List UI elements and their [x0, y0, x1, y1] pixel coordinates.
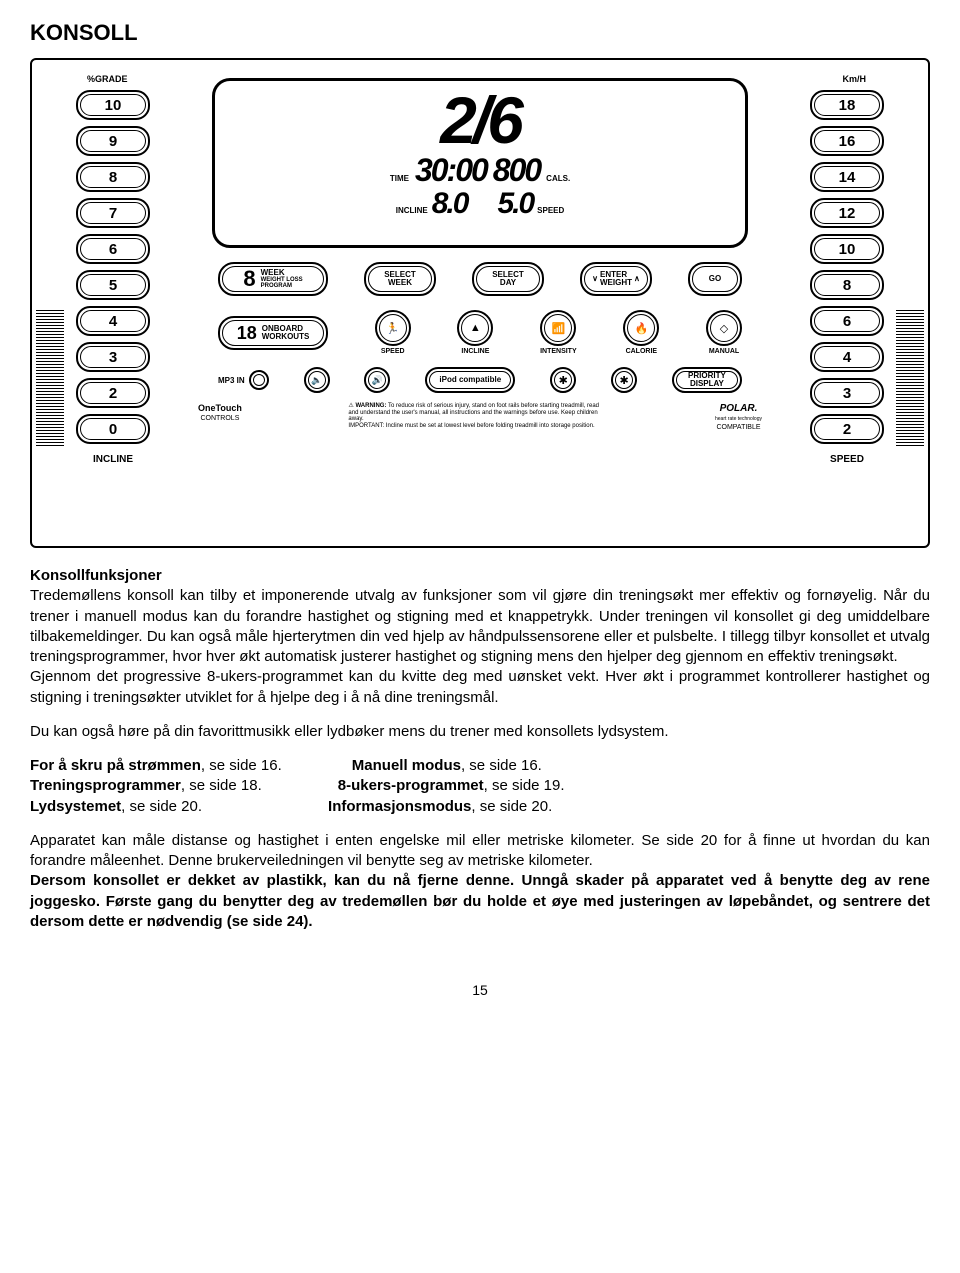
incline-sub: INCLINE: [461, 348, 489, 355]
priority-display-btn[interactable]: PRIORITYDISPLAY: [672, 367, 742, 393]
cal-value: 800: [493, 152, 540, 189]
para2: Du kan også høre på din favorittmusikk e…: [30, 722, 930, 742]
page-title: KONSOLL: [30, 20, 930, 46]
enter-weight-btn[interactable]: ∨ENTERWEIGHT∧: [580, 262, 652, 296]
page-number: 15: [30, 982, 930, 998]
kmh-label: Km/H: [842, 74, 866, 84]
time-label: TIME: [390, 174, 409, 183]
speed-btn[interactable]: 12: [810, 198, 884, 228]
incline-btn[interactable]: 0: [76, 414, 150, 444]
speaker-left: [36, 310, 64, 446]
select-week-btn[interactable]: SELECTWEEK: [364, 262, 436, 296]
incline-btn[interactable]: 4: [76, 306, 150, 336]
fan-high-btn[interactable]: ✱: [611, 367, 637, 393]
body-text: Konsollfunksjoner Tredemøllens konsoll k…: [30, 566, 930, 932]
incline-buttons: 10 9 8 7 6 5 4 3 2 0 INCLINE: [76, 90, 150, 465]
incline-btn[interactable]: 2: [76, 378, 150, 408]
incline-btn[interactable]: 9: [76, 126, 150, 156]
console-diagram: %GRADE 10 9 8 7 6 5 4 3 2 0 INCLINE Km/H…: [30, 58, 930, 548]
display-big: 2/6: [233, 91, 727, 150]
intensity-mode-btn[interactable]: 📶: [540, 310, 576, 346]
speed-footer: SPEED: [810, 454, 884, 465]
week-program-btn[interactable]: 8WEEKWEIGHT LOSSPROGRAM: [218, 262, 328, 296]
subheading: Konsollfunksjoner: [30, 567, 162, 584]
go-btn[interactable]: GO: [688, 262, 742, 296]
speed-btn[interactable]: 10: [810, 234, 884, 264]
incline-btn[interactable]: 5: [76, 270, 150, 300]
para3: Apparatet kan måle distanse og hastighet…: [30, 832, 930, 869]
speaker-right: [896, 310, 924, 446]
speed-btn[interactable]: 6: [810, 306, 884, 336]
speed-btn[interactable]: 16: [810, 126, 884, 156]
speed-btn[interactable]: 14: [810, 162, 884, 192]
incline-footer: INCLINE: [76, 454, 150, 465]
para1: Tredemøllens konsoll kan tilby et impone…: [30, 587, 930, 665]
warning-text: ⚠ WARNING: To reduce risk of serious inj…: [348, 403, 608, 429]
bottom-info-row: OneTouchCONTROLS ⚠ WARNING: To reduce ri…: [198, 403, 762, 431]
center-panel: 2/6 TIME 30:00 800 CALS. INCLINE 8.0 5.0 S…: [192, 78, 768, 534]
manual-mode-btn[interactable]: ◇: [706, 310, 742, 346]
speed-sub: SPEED: [381, 348, 405, 355]
speed-btn[interactable]: 4: [810, 342, 884, 372]
speed-buttons: 18 16 14 12 10 8 6 4 3 2 SPEED: [810, 90, 884, 465]
ipod-label: iPod compatible: [425, 367, 515, 393]
incline-btn[interactable]: 3: [76, 342, 150, 372]
incline-mode-btn[interactable]: ▲: [457, 310, 493, 346]
speed-btn[interactable]: 3: [810, 378, 884, 408]
incl-value: 8.0: [432, 187, 468, 221]
incl-label: INCLINE: [396, 206, 428, 215]
vol-down-btn[interactable]: 🔈: [304, 367, 330, 393]
mp3-jack[interactable]: [249, 370, 269, 390]
para1b: Gjennom det progressive 8-ukers-programm…: [30, 668, 930, 705]
references: For å skru på strømmen, se side 16.Manue…: [30, 756, 930, 817]
program-row-2: 18ONBOARDWORKOUTS 🏃 SPEED ▲ INCLINE 📶 INTEN…: [218, 310, 742, 355]
program-row-1: 8WEEKWEIGHT LOSSPROGRAM SELECTWEEK SELEC…: [218, 262, 742, 296]
onetouch-label: OneTouchCONTROLS: [198, 403, 242, 422]
calorie-mode-btn[interactable]: 🔥: [623, 310, 659, 346]
lcd-display: 2/6 TIME 30:00 800 CALS. INCLINE 8.0 5.0 S…: [212, 78, 748, 248]
manual-sub: MANUAL: [709, 348, 739, 355]
incline-btn[interactable]: 6: [76, 234, 150, 264]
workouts-btn[interactable]: 18ONBOARDWORKOUTS: [218, 316, 328, 350]
vol-up-btn[interactable]: 🔊: [364, 367, 390, 393]
speed-mode-btn[interactable]: 🏃: [375, 310, 411, 346]
incline-btn[interactable]: 8: [76, 162, 150, 192]
mp3-label: MP3 IN: [218, 376, 245, 385]
time-value: 30:00: [415, 152, 487, 189]
polar-label: POLAR.heart rate technologyCOMPATIBLE: [715, 403, 762, 431]
grade-label: %GRADE: [87, 74, 128, 84]
speed-btn[interactable]: 8: [810, 270, 884, 300]
intensity-sub: INTENSITY: [540, 348, 577, 355]
calorie-sub: CALORIE: [626, 348, 658, 355]
select-day-btn[interactable]: SELECTDAY: [472, 262, 544, 296]
fan-low-btn[interactable]: ✱: [550, 367, 576, 393]
para3b: Dersom konsollet er dekket av plastikk, …: [30, 872, 930, 930]
incline-btn[interactable]: 10: [76, 90, 150, 120]
speed-btn[interactable]: 2: [810, 414, 884, 444]
media-row: MP3 IN 🔈 🔊 iPod compatible ✱ ✱ PRIORITYD…: [218, 367, 742, 393]
speed-btn[interactable]: 18: [810, 90, 884, 120]
spd-value: 5.0: [497, 187, 533, 221]
cal-label: CALS.: [546, 174, 570, 183]
incline-btn[interactable]: 7: [76, 198, 150, 228]
spd-label: SPEED: [537, 206, 564, 215]
